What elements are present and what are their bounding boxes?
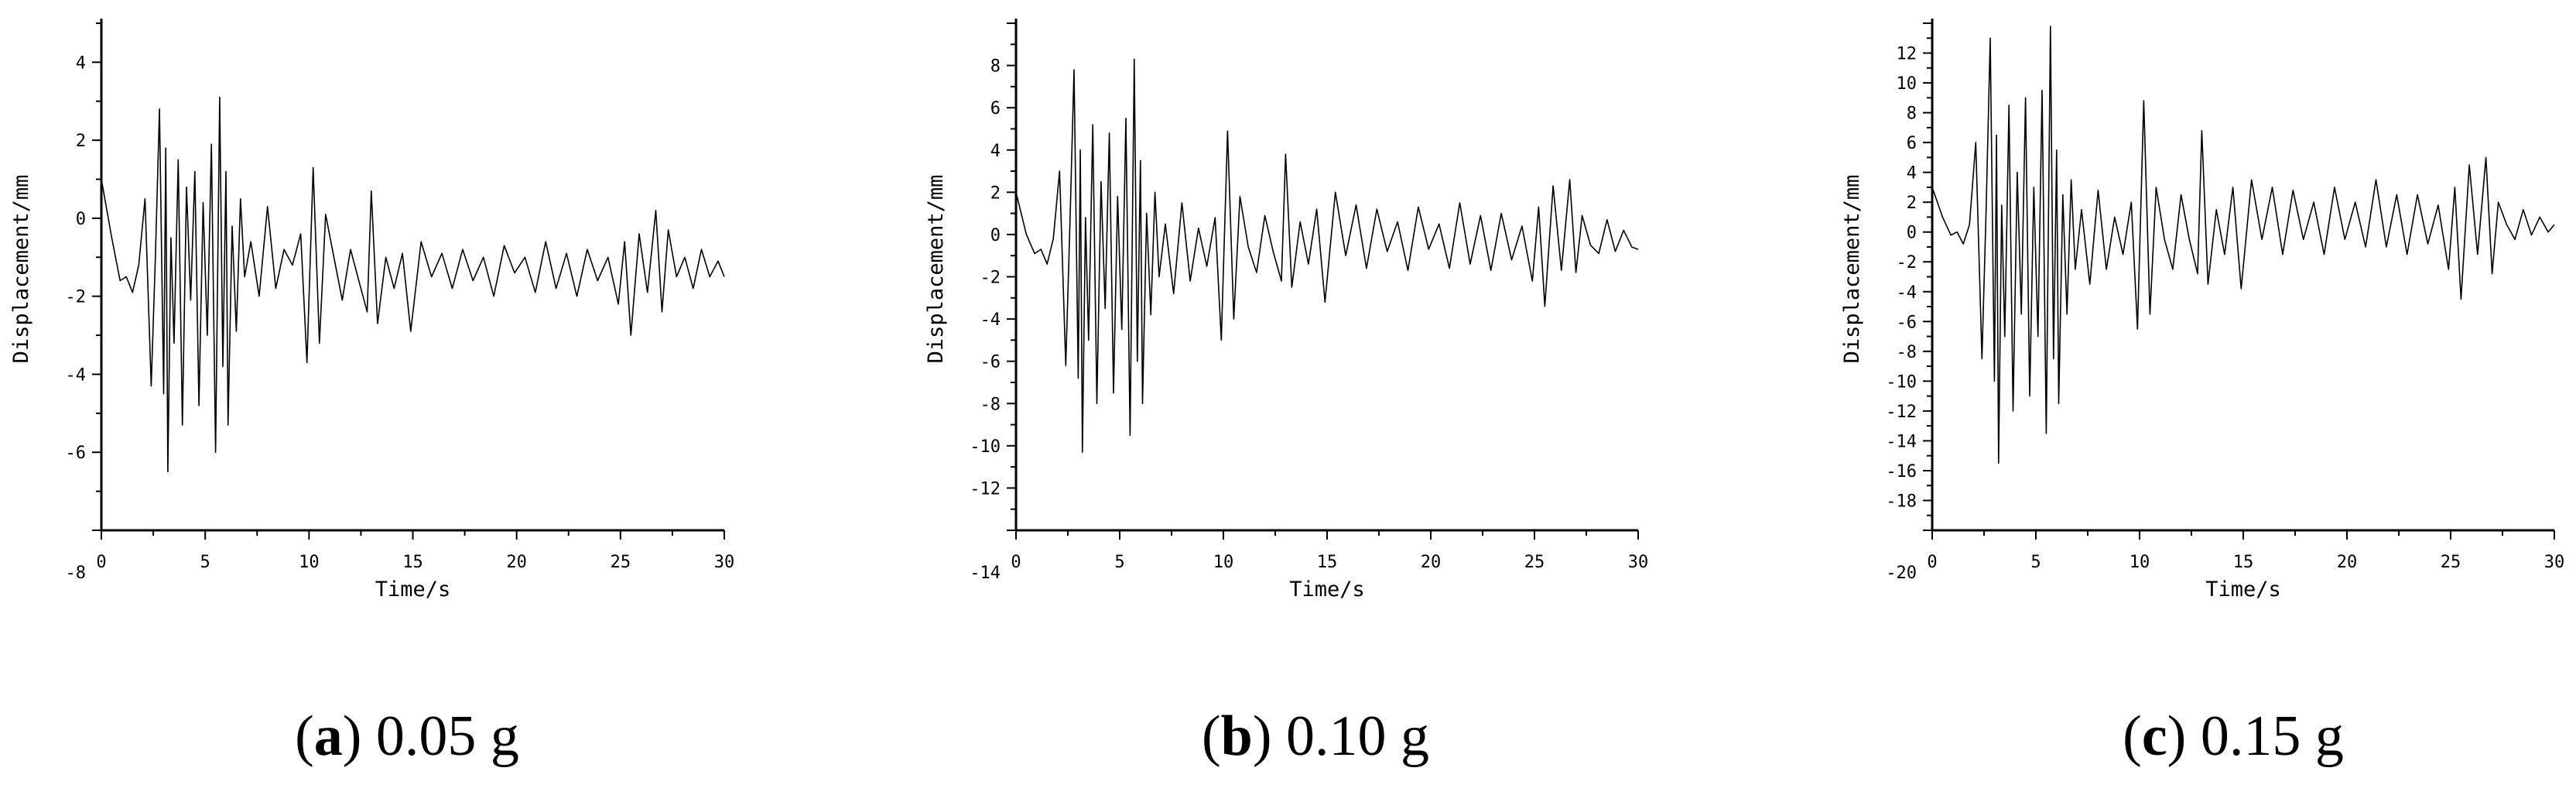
y-tick-label: 0 [990,226,1001,245]
y-tick-label: -8 [66,564,87,583]
y-tick-label: 6 [1907,134,1917,153]
y-tick-label: -12 [970,479,1001,499]
y-tick-label: -4 [980,310,1001,330]
series-line [101,96,725,473]
y-tick-label: 4 [76,53,86,73]
y-tick-label: 4 [1907,164,1917,183]
x-tick-label: 25 [1524,553,1545,572]
y-tick-label: -20 [1886,564,1917,583]
x-tick-label: 0 [1011,553,1021,572]
y-tick-label: 4 [990,142,1001,161]
x-tick-label: 20 [1421,553,1442,572]
y-tick-label: 2 [990,183,1001,203]
y-tick-label: -10 [1886,372,1917,392]
y-tick-label: -14 [970,564,1001,583]
y-axis-title: Displacement/mm [9,175,33,364]
chart-panel-b: 0 5 10 15 20 25 30 -14 -12 -10 -8 -6 -4 -2 0 2 4 6 8 Time/s… [924,19,1648,768]
panel-caption: (a) 0.05 g [295,704,519,768]
y-tick-label: -4 [1897,283,1917,303]
y-tick-label: -14 [1886,432,1917,451]
y-tick-label: 6 [990,99,1001,118]
x-tick-label: 30 [1628,553,1649,572]
x-tick-label: 0 [96,553,106,572]
y-tick-label: 8 [1907,105,1917,124]
y-tick-label: -4 [66,365,87,385]
caption-letter: b [1221,704,1253,768]
x-tick-label: 30 [714,553,735,572]
y-tick-label: -6 [66,444,87,463]
caption-open-paren: ( [2123,704,2142,768]
y-axis-title: Displacement/mm [1840,175,1864,364]
chart-panel-a: 0 5 10 15 20 25 30 -8 -6 -4 -2 0 2 4 Time/s Displacemen… [9,19,734,768]
y-tick-label: -12 [1886,403,1917,422]
y-tick-label: -16 [1886,462,1917,482]
y-tick-label: -2 [66,288,87,307]
caption-open-paren: ( [1202,704,1221,768]
y-tick-label: 0 [76,210,86,229]
x-tick-label: 20 [506,553,527,572]
x-tick-label: 15 [402,553,423,572]
y-tick-label: -6 [1897,313,1917,332]
y-tick-label: 2 [76,132,86,151]
caption-level: ) 0.15 g [2167,704,2344,768]
y-axis-title: Displacement/mm [924,175,948,364]
x-tick-label: 0 [1927,553,1937,572]
y-tick-label: -6 [980,353,1001,372]
y-tick-label: -8 [980,395,1001,414]
caption-level: ) 0.05 g [343,704,519,768]
y-tick-label: 12 [1897,45,1917,64]
panel-caption: (c) 0.15 g [2123,704,2344,768]
y-tick-label: 8 [990,57,1001,77]
x-tick-label: 10 [2130,553,2150,572]
x-tick-label: 25 [611,553,631,572]
series-line [1015,58,1639,453]
x-tick-label: 5 [200,553,210,572]
x-tick-label: 30 [2544,553,2565,572]
x-tick-label: 15 [1317,553,1338,572]
caption-open-paren: ( [295,704,314,768]
x-axis-title: Time/s [1289,578,1365,602]
x-axis-title: Time/s [2205,578,2281,602]
x-axis-title: Time/s [375,578,451,602]
x-tick-label: 10 [299,553,320,572]
y-tick-label: 2 [1907,194,1917,213]
chart-panel-c: 0 5 10 15 20 25 30-20-18-16-14-12-10-8-6-4-202… [1840,19,2564,768]
x-tick-label: 10 [1213,553,1234,572]
panel-caption: (b) 0.10 g [1202,704,1429,768]
y-tick-label: -10 [970,437,1001,457]
y-tick-label: -2 [1897,253,1917,273]
series-line [1931,26,2555,464]
y-tick-label: 10 [1897,74,1917,94]
x-tick-label: 25 [2441,553,2461,572]
caption-letter: c [2142,704,2167,768]
y-tick-label: -18 [1886,492,1917,511]
caption-letter: a [314,704,343,768]
x-tick-label: 15 [2233,553,2254,572]
x-tick-label: 5 [2030,553,2041,572]
y-tick-label: -2 [980,269,1001,288]
y-tick-label: -8 [1897,343,1917,362]
x-tick-label: 20 [2337,553,2358,572]
caption-level: ) 0.10 g [1253,704,1429,768]
y-tick-label: 0 [1907,224,1917,243]
x-tick-label: 5 [1114,553,1124,572]
